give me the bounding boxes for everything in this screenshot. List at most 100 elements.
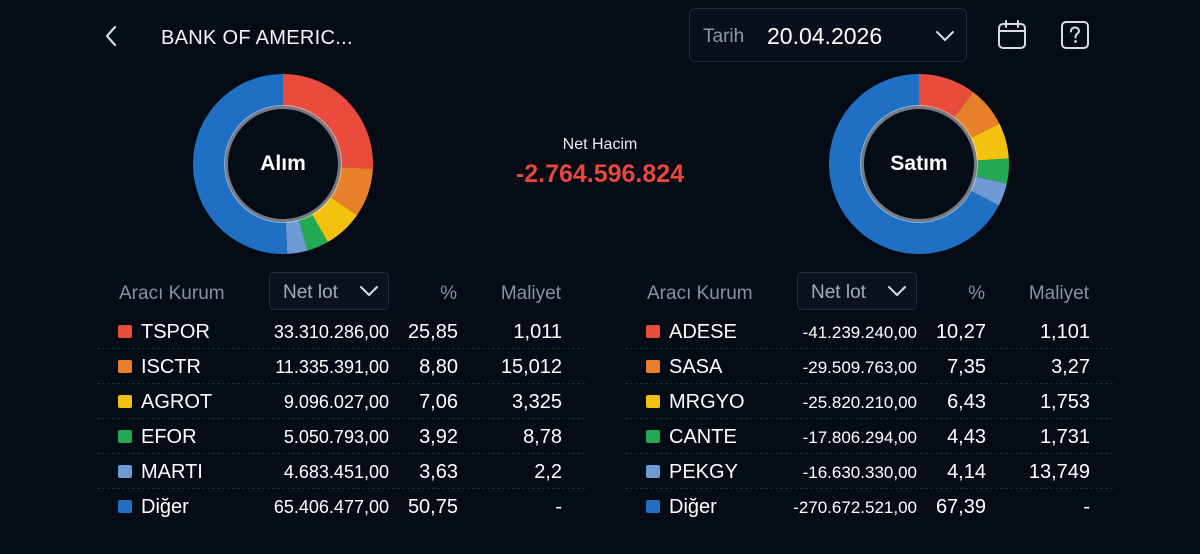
sell-sort-select-value: Net lot bbox=[811, 282, 866, 303]
sell-donut-chart: Satım bbox=[829, 74, 1009, 254]
donut-slice-isctr bbox=[330, 167, 373, 216]
cost-column-header: Maliyet bbox=[1028, 283, 1089, 304]
broker-name: TSPOR bbox=[141, 321, 210, 343]
broker-name: ADESE bbox=[669, 321, 737, 343]
percent-value: 4,14 bbox=[947, 461, 986, 483]
table-row[interactable]: ADESE -41.239.240,00 10,27 1,101 bbox=[625, 314, 1113, 349]
cost-column-header: Maliyet bbox=[500, 283, 561, 304]
table-row[interactable]: Diğer 65.406.477,00 50,75 - bbox=[97, 489, 585, 524]
calendar-button[interactable] bbox=[996, 19, 1028, 51]
buy-sort-select[interactable]: Net lot bbox=[269, 272, 389, 310]
cost-value: - bbox=[1083, 496, 1090, 518]
broker-name: MRGYO bbox=[669, 391, 745, 413]
chevron-down-icon bbox=[888, 286, 906, 296]
sell-sort-select[interactable]: Net lot bbox=[797, 272, 917, 310]
broker-name: EFOR bbox=[141, 426, 197, 448]
percent-column-header: % bbox=[968, 283, 985, 304]
table-row[interactable]: MARTI 4.683.451,00 3,63 2,2 bbox=[97, 454, 585, 489]
donut-slice-marti bbox=[285, 219, 308, 254]
net-lot-value: -17.806.294,00 bbox=[802, 428, 917, 447]
page-title: BANK OF AMERIC... bbox=[161, 27, 353, 49]
broker-name: CANTE bbox=[669, 426, 737, 448]
legend-swatch bbox=[646, 430, 660, 443]
cost-value: 3,325 bbox=[511, 391, 562, 413]
legend-swatch bbox=[118, 360, 132, 373]
net-lot-value: -16.630.330,00 bbox=[802, 463, 917, 482]
date-label: Tarih bbox=[703, 26, 745, 47]
percent-value: 3,92 bbox=[419, 426, 458, 448]
percent-value: 8,80 bbox=[419, 356, 458, 378]
net-volume-label: Net Hacim bbox=[562, 136, 638, 153]
buy-sort-select-value: Net lot bbox=[283, 282, 338, 303]
cost-value: 13,749 bbox=[1028, 461, 1090, 483]
chevron-left-icon bbox=[105, 25, 117, 47]
calendar-icon bbox=[998, 20, 1026, 49]
net-lot-value: 11.335.391,00 bbox=[275, 357, 389, 377]
cost-value: 3,27 bbox=[1051, 356, 1090, 378]
donut-slice-cante bbox=[975, 158, 1009, 184]
table-row[interactable]: TSPOR 33.310.286,00 25,85 1,011 bbox=[97, 314, 585, 349]
table-row[interactable]: CANTE -17.806.294,00 4,43 1,731 bbox=[625, 419, 1113, 454]
donut-slice-diğer bbox=[193, 74, 288, 254]
cost-value: 15,012 bbox=[500, 356, 562, 378]
cost-value: 1,731 bbox=[1039, 426, 1090, 448]
broker-name: AGROT bbox=[141, 391, 213, 413]
broker-column-header: Aracı Kurum bbox=[119, 283, 225, 304]
net-lot-value: -29.509.763,00 bbox=[802, 358, 917, 377]
cost-value: 2,2 bbox=[534, 461, 562, 483]
net-volume-value: -2.764.596.824 bbox=[515, 160, 685, 188]
table-row[interactable]: Diğer -270.672.521,00 67,39 - bbox=[625, 489, 1113, 524]
percent-column-header: % bbox=[440, 283, 457, 304]
sell-donut-label: Satım bbox=[890, 152, 948, 175]
net-lot-value: 4.683.451,00 bbox=[283, 462, 389, 482]
percent-value: 10,27 bbox=[935, 321, 986, 343]
broker-name: Diğer bbox=[141, 496, 189, 518]
legend-swatch bbox=[118, 325, 132, 338]
net-lot-value: 33.310.286,00 bbox=[273, 322, 389, 342]
donut-slice-efor bbox=[298, 214, 328, 251]
cost-value: 1,101 bbox=[1039, 321, 1090, 343]
broker-name: Diğer bbox=[669, 496, 717, 518]
donut-slice-agrot bbox=[311, 197, 357, 243]
buy-donut-label: Alım bbox=[260, 152, 306, 175]
table-row[interactable]: SASA -29.509.763,00 7,35 3,27 bbox=[625, 349, 1113, 384]
buy-table: Aracı Kurum Net lot % Maliyet TSPOR 33.3… bbox=[97, 270, 585, 530]
net-lot-value: -25.820.210,00 bbox=[802, 393, 917, 412]
donut-slice-pekgy bbox=[970, 176, 1007, 206]
legend-swatch bbox=[118, 465, 132, 478]
table-row[interactable]: EFOR 5.050.793,00 3,92 8,78 bbox=[97, 419, 585, 454]
legend-swatch bbox=[118, 395, 132, 408]
table-row[interactable]: MRGYO -25.820.210,00 6,43 1,753 bbox=[625, 384, 1113, 419]
broker-name: PEKGY bbox=[669, 461, 738, 483]
legend-swatch bbox=[646, 500, 660, 513]
donut-slice-mrgyo bbox=[970, 123, 1009, 161]
donut-slice-tspor bbox=[283, 74, 373, 169]
legend-swatch bbox=[646, 325, 660, 338]
back-button[interactable] bbox=[100, 22, 124, 50]
broker-name: SASA bbox=[669, 356, 723, 378]
sell-donut-svg bbox=[829, 74, 1009, 254]
percent-value: 7,35 bbox=[947, 356, 986, 378]
donut-hole bbox=[224, 105, 342, 223]
help-icon bbox=[1061, 21, 1089, 49]
legend-swatch bbox=[118, 500, 132, 513]
help-button[interactable] bbox=[1060, 20, 1090, 50]
date-selector[interactable]: Tarih 20.04.2026 bbox=[689, 8, 967, 62]
percent-value: 50,75 bbox=[407, 496, 458, 518]
legend-swatch bbox=[646, 395, 660, 408]
percent-value: 25,85 bbox=[407, 321, 458, 343]
table-row[interactable]: ISCTR 11.335.391,00 8,80 15,012 bbox=[97, 349, 585, 384]
percent-value: 4,43 bbox=[947, 426, 986, 448]
percent-value: 67,39 bbox=[935, 496, 986, 518]
net-lot-value: -270.672.521,00 bbox=[793, 498, 917, 517]
donut-slice-sasa bbox=[953, 92, 1000, 139]
chevron-down-icon bbox=[360, 286, 378, 296]
cost-value: 1,753 bbox=[1039, 391, 1090, 413]
table-row[interactable]: AGROT 9.096.027,00 7,06 3,325 bbox=[97, 384, 585, 419]
buy-donut-chart: Alım bbox=[193, 74, 373, 254]
table-row[interactable]: PEKGY -16.630.330,00 4,14 13,749 bbox=[625, 454, 1113, 489]
percent-value: 7,06 bbox=[419, 391, 458, 413]
donut-slice-diğer bbox=[829, 74, 999, 254]
legend-swatch bbox=[118, 430, 132, 443]
legend-swatch bbox=[646, 465, 660, 478]
